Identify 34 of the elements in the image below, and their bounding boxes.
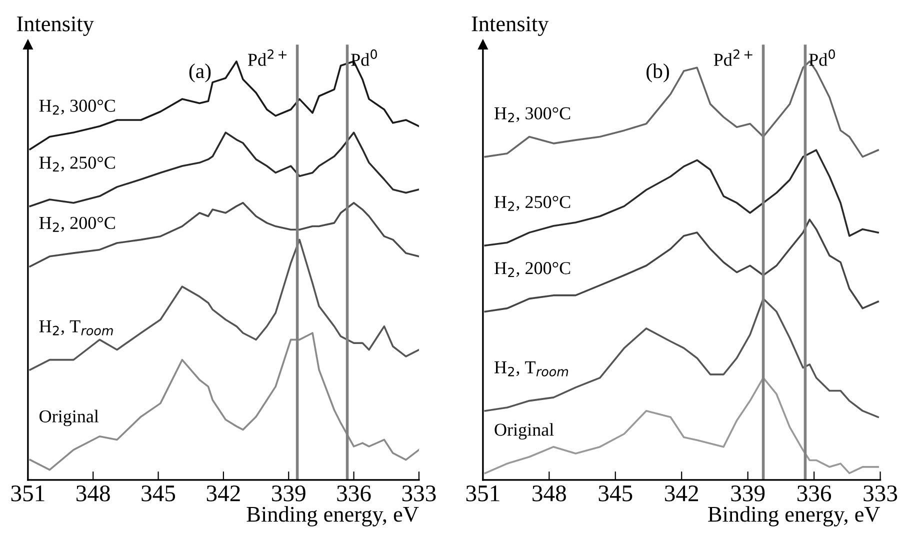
series-label: H$_{2}$, 300°C (39, 100, 115, 115)
x-tick-label: 339 (731, 486, 765, 502)
series-label: H$_{2}$, 300°C (494, 107, 570, 122)
x-tick-label: 342 (206, 486, 240, 502)
ref-line-label: Pd$^{2+}$ (248, 49, 286, 66)
annotation: (a) (189, 64, 211, 82)
series-label: H$_{2}$, 250°C (494, 196, 570, 211)
x-tick-label: 348 (76, 485, 110, 502)
series-label: H$_{2}$, 200°C (39, 216, 115, 232)
x-tick-label: 351 (11, 486, 44, 502)
x-axis-title: Binding energy, eV (708, 506, 880, 526)
x-tick-label: 333 (864, 486, 898, 502)
x-tick-label: 348 (532, 485, 566, 502)
x-tick-label: 342 (665, 486, 698, 502)
series-label: H$_{2}$, T$_{room}$ (494, 361, 568, 376)
x-axis-title: Binding energy, eV (246, 506, 419, 526)
series-label: H$_{2}$, T$_{room}$ (39, 320, 113, 336)
annotation: (b) (646, 64, 669, 82)
series-label: Original (494, 423, 554, 440)
x-tick-label: 336 (337, 486, 371, 502)
x-tick-label: 339 (272, 486, 306, 502)
x-tick-label: 345 (598, 486, 632, 502)
y-axis-title: Intensity (17, 16, 94, 36)
x-tick-label: 345 (142, 486, 176, 502)
y-axis-title: Intensity (472, 16, 549, 36)
ref-line-label: Pd$^{0}$ (351, 49, 377, 66)
x-tick-label: 336 (797, 486, 832, 502)
x-tick-label: 333 (402, 486, 436, 502)
x-tick-label: 351 (466, 486, 500, 502)
series-label: H$_{2}$, 250°C (39, 156, 115, 172)
series-label: Original (40, 410, 99, 426)
series-label: H$_{2}$, 200°C (494, 262, 570, 278)
ref-line-label: Pd$^{2+}$ (714, 49, 752, 66)
ref-line-label: Pd$^{0}$ (809, 49, 835, 66)
